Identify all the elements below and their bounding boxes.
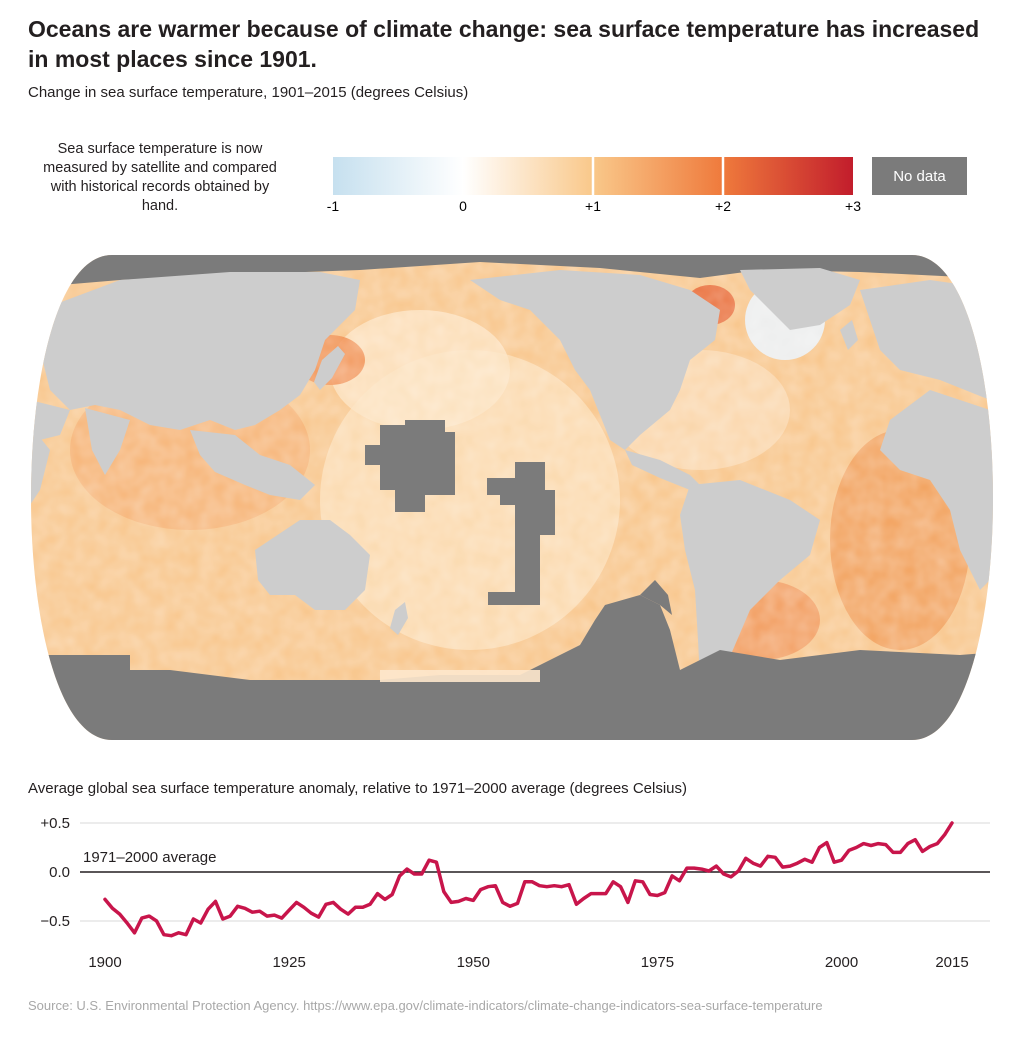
india-land bbox=[85, 408, 130, 475]
uk-land bbox=[840, 320, 858, 350]
page-title: Oceans are warmer because of climate cha… bbox=[28, 16, 980, 72]
africa-west-land bbox=[31, 425, 50, 540]
south-america-land bbox=[680, 480, 820, 695]
north-america-land bbox=[470, 270, 720, 450]
source-citation: Source: U.S. Environmental Protection Ag… bbox=[28, 998, 823, 1013]
pacific-no-data-block bbox=[487, 462, 555, 605]
sst-anomaly-chart: +0.5 0.0 −0.5 1900 1925 1950 1975 2000 2015 197… bbox=[40, 815, 990, 971]
x-tick-label: 1950 bbox=[457, 954, 490, 971]
arabia-land bbox=[31, 400, 70, 440]
y-tick-label: 0.0 bbox=[49, 864, 70, 881]
x-axis-ticks: 1900 1925 1950 1975 2000 2015 bbox=[88, 954, 968, 971]
legend-tick-label: +1 bbox=[585, 198, 601, 214]
y-axis-ticks: +0.5 0.0 −0.5 bbox=[40, 815, 70, 930]
y-tick-label: −0.5 bbox=[40, 913, 70, 930]
x-tick-label: 2000 bbox=[825, 954, 858, 971]
asia-land bbox=[40, 272, 360, 430]
map-subtitle: Change in sea surface temperature, 1901–… bbox=[28, 84, 469, 101]
reference-line-label: 1971–2000 average bbox=[83, 849, 216, 866]
chart-gridlines bbox=[80, 822, 990, 922]
greenland-land bbox=[740, 268, 860, 330]
southern-ocean-no-data bbox=[31, 595, 993, 740]
no-data-label: No data bbox=[893, 168, 946, 185]
ocean-patch-pale bbox=[380, 670, 540, 682]
new-zealand-land bbox=[390, 602, 408, 635]
color-legend: -1 0 +1 +2 +3 No data bbox=[327, 157, 967, 214]
x-tick-label: 1900 bbox=[88, 954, 121, 971]
legend-tick-label: 0 bbox=[459, 198, 467, 214]
southeast-asia-land bbox=[190, 430, 315, 500]
central-america-land bbox=[625, 450, 700, 490]
pacific-no-data-block bbox=[365, 420, 455, 512]
anomaly-series-line bbox=[103, 821, 954, 938]
arctic-land bbox=[31, 255, 993, 290]
antarctic-peninsula-no-data bbox=[640, 580, 672, 615]
legend-tick-label: +2 bbox=[715, 198, 731, 214]
x-tick-label: 1925 bbox=[272, 954, 305, 971]
legend-tick-label: +3 bbox=[845, 198, 861, 214]
x-tick-label: 1975 bbox=[641, 954, 674, 971]
africa-land bbox=[880, 390, 993, 590]
y-tick-label: +0.5 bbox=[40, 815, 70, 832]
legend-tick-label: -1 bbox=[327, 198, 340, 214]
japan-land bbox=[314, 346, 345, 390]
world-sst-map bbox=[31, 255, 993, 740]
measurement-note: Sea surface temperature is now measured … bbox=[43, 141, 277, 214]
australia-land bbox=[255, 520, 370, 610]
no-data-swatch bbox=[872, 157, 967, 195]
timeseries-title: Average global sea surface temperature a… bbox=[28, 780, 688, 797]
x-tick-label: 2015 bbox=[935, 954, 968, 971]
